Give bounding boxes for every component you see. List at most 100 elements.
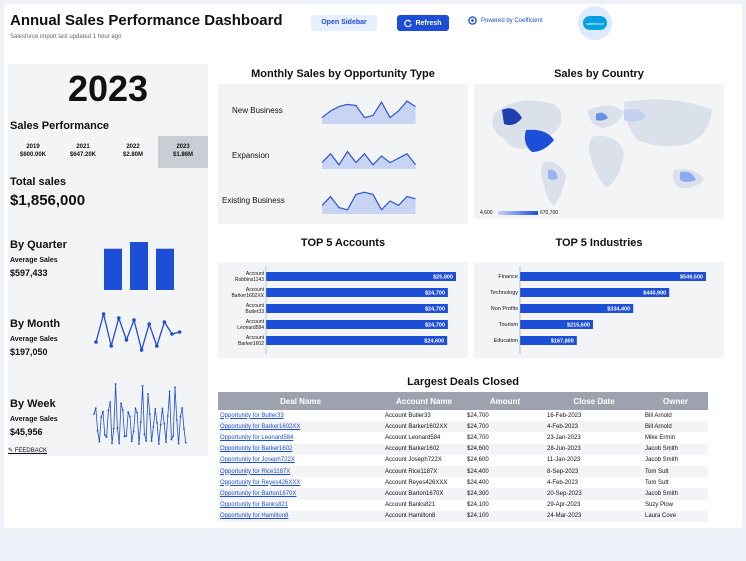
by-quarter-value: $597,433	[10, 268, 48, 278]
type-label: New Business	[232, 106, 283, 115]
deal-link[interactable]: Opportunity for Barton1670X	[218, 488, 383, 499]
powered-by-label: Powered by Coefficient	[481, 18, 543, 24]
deal-link[interactable]: Opportunity for Barker1602XX	[218, 421, 383, 432]
feedback-link[interactable]: ✎ FEEDBACK	[8, 447, 47, 454]
table-cell: 4-Feb-2023	[545, 421, 643, 432]
bar-value: $215,600	[567, 323, 590, 329]
table-cell: Jacob Smith	[643, 444, 708, 455]
table-cell: Jacob Smith	[643, 455, 708, 466]
table-cell: 11-Jan-2023	[545, 455, 643, 466]
table-cell: 24-Mar-2023	[545, 511, 643, 522]
week-point	[95, 407, 97, 409]
bar-value: $24,600	[424, 339, 444, 345]
week-point	[93, 413, 95, 415]
column-header[interactable]: Amount	[465, 392, 545, 410]
year-label: 2023	[158, 143, 208, 151]
by-quarter-title: By Quarter	[10, 239, 67, 251]
bar-label: Leonard584	[237, 325, 264, 331]
week-point	[167, 415, 169, 417]
deals-body: Opportunity for Butler33 Account Butler33…	[218, 410, 708, 522]
year-label: 2021	[58, 143, 108, 151]
type-sparkline	[322, 96, 422, 126]
table-cell: $24,400	[465, 466, 545, 477]
week-point	[104, 434, 106, 436]
week-point	[111, 442, 113, 444]
month-point	[125, 338, 129, 342]
deal-link[interactable]: Opportunity for Banks821	[218, 500, 383, 511]
year-option-2019[interactable]: 2019 $600.00K	[8, 136, 58, 168]
deal-link[interactable]: Opportunity for Leonard584	[218, 432, 383, 443]
table-cell: 16-Feb-2023	[545, 410, 643, 421]
table-cell: Account Banks821	[383, 500, 465, 511]
bar	[266, 320, 448, 329]
top-accounts-card: Account Robbins1143 $25,800 Account Barker16…	[218, 262, 468, 358]
top-industries-card: Finance $549,500 Technology $440,900 Non Pro…	[474, 262, 724, 358]
year-value: $647.20K	[58, 151, 108, 159]
deal-link[interactable]: Opportunity for Rice1187X	[218, 466, 383, 477]
bar	[266, 272, 456, 281]
by-month-title: By Month	[10, 318, 60, 330]
year-selector: 2019 $600.00K 2021 $647.20K 2022 $2.80M 2023 $1…	[8, 136, 208, 168]
table-cell: Laura Cove	[643, 511, 708, 522]
deals-table-wrap: Deal Name Account Name Amount Close Date Own…	[218, 392, 708, 522]
deal-link[interactable]: Opportunity for Joseph722X	[218, 455, 383, 466]
week-point	[183, 428, 185, 430]
year-option-2022[interactable]: 2022 $2.80M	[108, 136, 158, 168]
week-point	[140, 421, 142, 423]
deal-link[interactable]: Opportunity for Butler33	[218, 410, 383, 421]
week-line	[94, 384, 186, 444]
table-cell: Account Barton1670X	[383, 488, 465, 499]
top-accounts-title: TOP 5 Accounts	[218, 237, 468, 249]
year-value: $1.86M	[158, 151, 208, 159]
column-header[interactable]: Deal Name	[218, 392, 383, 410]
quarter-bar-chart	[100, 238, 180, 292]
table-row: Opportunity for Rice1187X Account Rice118…	[218, 466, 708, 477]
table-cell: Account Leonard584	[383, 432, 465, 443]
top-industries-title: TOP 5 Industries	[474, 237, 724, 249]
legend-max: 670,700	[540, 210, 558, 216]
week-point	[102, 411, 104, 413]
legend-min: 4,600	[480, 210, 493, 216]
powered-by[interactable]: Powered by Coefficient	[468, 16, 543, 25]
page-title: Annual Sales Performance Dashboard	[10, 12, 283, 29]
country-title: Sales by Country	[474, 68, 724, 80]
week-point	[133, 430, 135, 432]
legend-scale	[498, 211, 538, 215]
week-point	[122, 409, 124, 411]
column-header[interactable]: Account Name	[383, 392, 465, 410]
month-point	[109, 344, 113, 348]
bar-label: Technology	[490, 290, 518, 296]
bar-label: Barker1602XX	[231, 293, 264, 299]
bar-value: $334,400	[607, 307, 630, 313]
week-point	[99, 441, 101, 443]
bar-label: Robbins1143	[235, 277, 264, 283]
week-point	[154, 408, 156, 410]
table-cell: Tom Sutt	[643, 477, 708, 488]
deal-link[interactable]: Opportunity for Barker1602	[218, 444, 383, 455]
month-point	[170, 332, 174, 336]
open-sidebar-button[interactable]: Open Sidebar	[311, 15, 377, 31]
deal-link[interactable]: Opportunity for Reyes426XXX	[218, 477, 383, 488]
column-header[interactable]: Close Date	[545, 392, 643, 410]
week-point	[138, 443, 140, 445]
table-cell: Tom Sutt	[643, 466, 708, 477]
dashboard-frame: Annual Sales Performance Dashboard Sales…	[4, 4, 742, 528]
year-option-2023[interactable]: 2023 $1.86M	[158, 136, 208, 168]
week-point	[115, 383, 117, 385]
week-point	[158, 443, 160, 445]
table-cell: 4-Feb-2023	[545, 477, 643, 488]
deals-header-row: Deal Name Account Name Amount Close Date Own…	[218, 392, 708, 410]
column-header[interactable]: Owner	[643, 392, 708, 410]
table-cell: $24,400	[465, 477, 545, 488]
bar-label: Barker1602	[238, 341, 264, 347]
deal-link[interactable]: Opportunity for Hamilton8	[218, 511, 383, 522]
week-point	[145, 440, 147, 442]
feedback-label[interactable]: FEEDBACK	[15, 448, 47, 454]
year-option-2021[interactable]: 2021 $647.20K	[58, 136, 108, 168]
bar-label: Finance	[498, 274, 518, 280]
year-label: 2019	[8, 143, 58, 151]
refresh-button[interactable]: Refresh	[397, 15, 449, 31]
week-point	[174, 386, 176, 388]
quarter-bar	[156, 249, 174, 290]
week-point	[131, 440, 133, 442]
